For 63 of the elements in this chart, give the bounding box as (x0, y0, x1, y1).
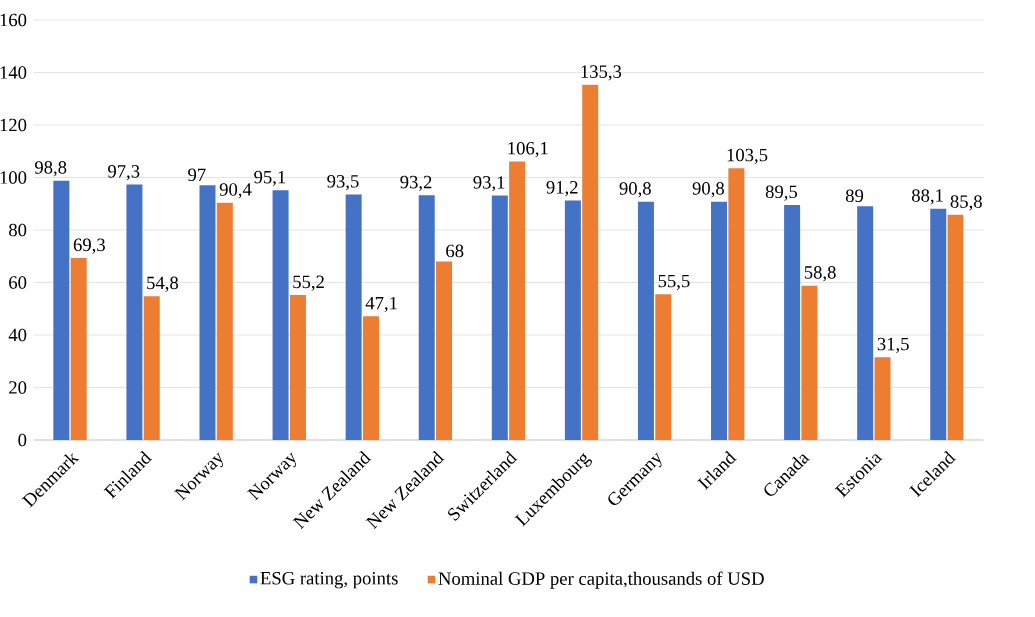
bar (345, 194, 362, 440)
data-label: 89 (845, 189, 864, 203)
y-tick-label: 140 (0, 66, 27, 79)
bar (143, 296, 160, 440)
data-label: 97,3 (108, 165, 140, 181)
bar (801, 285, 818, 440)
bar (509, 161, 526, 440)
data-label: 97 (188, 168, 206, 182)
bar (947, 214, 964, 440)
bar (53, 180, 70, 440)
legend-label: ESG rating, points (260, 571, 398, 589)
y-tick-label: 40 (8, 328, 27, 342)
data-label: 31,5 (877, 337, 909, 354)
y-tick-label: 80 (9, 223, 27, 237)
data-label: 106,1 (508, 141, 548, 158)
y-tick-label: 0 (18, 433, 27, 447)
bar (216, 202, 233, 440)
bar (70, 258, 87, 440)
data-label: 91,2 (546, 181, 578, 197)
data-label: 90,8 (692, 182, 724, 198)
data-label: 93,1 (473, 176, 505, 192)
data-label: 90,8 (619, 182, 651, 198)
y-tick-label: 160 (0, 13, 27, 27)
bar (126, 184, 143, 440)
data-label: 95,1 (254, 170, 286, 187)
data-label: 55,5 (658, 274, 690, 291)
bar (728, 168, 745, 440)
data-label: 93,5 (327, 175, 359, 191)
y-tick-label: 20 (9, 381, 27, 394)
data-label: 135,3 (581, 65, 622, 81)
data-label: 90,4 (219, 183, 252, 199)
legend-label: Nominal GDP per capita,thousands of USD (438, 571, 764, 589)
data-label: 89,5 (765, 185, 798, 201)
data-label: 85,8 (950, 195, 982, 211)
y-tick-label: 120 (0, 118, 27, 132)
y-tick-label: 60 (9, 276, 27, 289)
data-label: 98,8 (34, 161, 67, 177)
data-label: 55,2 (293, 275, 324, 291)
bar (436, 261, 453, 440)
bar (582, 84, 599, 440)
bar (857, 206, 874, 440)
data-label: 47,1 (365, 296, 397, 313)
bar (784, 205, 801, 440)
bar (874, 357, 891, 440)
data-label: 58,8 (804, 266, 836, 282)
bar (637, 201, 654, 440)
data-label: 54,8 (147, 276, 179, 292)
data-label: 69,3 (73, 238, 105, 254)
bar (418, 195, 435, 440)
bar (711, 201, 728, 440)
data-label: 103,5 (727, 148, 768, 165)
bar (655, 294, 672, 440)
bar (272, 190, 289, 440)
bar (564, 200, 581, 440)
data-label: 93,2 (400, 175, 432, 192)
bar (289, 295, 306, 440)
y-tick-label: 100 (0, 171, 27, 184)
bar (491, 195, 508, 440)
bar (362, 316, 379, 440)
bar (930, 208, 947, 440)
data-label: 88,1 (911, 189, 943, 205)
bar (199, 185, 216, 440)
data-label: 68 (446, 244, 464, 258)
